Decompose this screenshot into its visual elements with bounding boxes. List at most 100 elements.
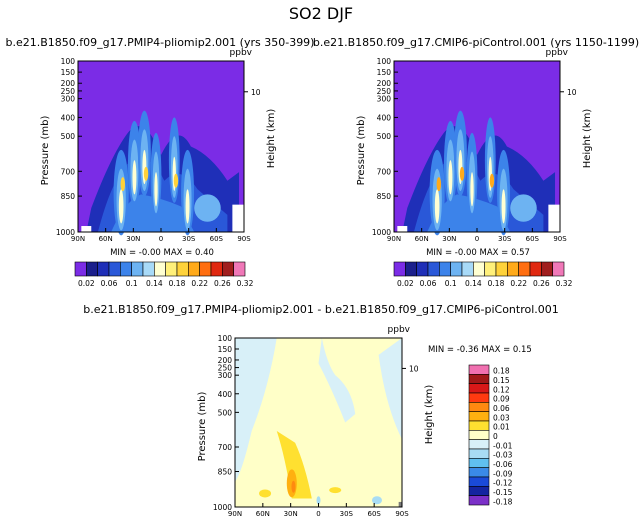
y-tick-label: 100: [61, 57, 76, 66]
ground-mask: [232, 204, 244, 232]
contour-region: [371, 496, 382, 505]
panel-title: b.e21.B1850.f09_g17.PMIP4-pliomip2.001 (…: [6, 36, 315, 49]
colorbar-label: 0.32: [237, 279, 254, 288]
x-tick-label: 60S: [210, 235, 224, 243]
x-tick-label: 90S: [553, 235, 567, 243]
x-tick-label: 0: [159, 235, 163, 243]
colorbar-swatch: [529, 261, 542, 277]
x-tick-label: 30N: [126, 235, 140, 243]
colorbar-swatch: [541, 261, 553, 277]
colorbar-swatch: [142, 261, 155, 277]
colorbar-label: 0.02: [78, 279, 95, 288]
y-tick-label: 300: [218, 371, 233, 380]
colorbar-swatch: [468, 383, 490, 394]
x-tick-label: 30N: [284, 510, 298, 518]
colorbar-label: 0.1: [445, 279, 457, 288]
right-tick-label: 10: [409, 364, 419, 373]
colorbar-swatch: [210, 261, 223, 277]
y-tick-label: 250: [377, 87, 392, 96]
colorbar-swatch: [468, 420, 490, 431]
colorbar-swatch: [468, 402, 490, 412]
y-tick-label: 150: [218, 345, 233, 354]
colorbar-swatch: [97, 261, 110, 277]
contour-region: [154, 172, 158, 207]
y-tick-label: 400: [218, 390, 233, 399]
colorbar-label: 0.22: [191, 279, 208, 288]
colorbar-swatch: [468, 364, 490, 375]
contour-region: [501, 189, 506, 224]
y-axis-label: Pressure (mb): [356, 116, 367, 186]
y-tick-label: 200: [218, 356, 233, 365]
colorbar-swatch: [461, 261, 474, 277]
units-label: ppbv: [388, 325, 411, 335]
colorbar-swatch: [233, 261, 246, 277]
contour-region: [318, 338, 356, 423]
colorbar-swatch: [468, 476, 490, 487]
contour-region: [111, 194, 195, 232]
colorbar-label: -0.01: [493, 441, 513, 450]
colorbar-label: -0.09: [493, 469, 513, 478]
colorbar-label: 0.06: [101, 279, 118, 288]
x-tick-label: 90S: [395, 510, 409, 518]
y-tick-label: 150: [377, 68, 392, 77]
contour-region: [173, 173, 179, 188]
x-tick-label: 0: [475, 235, 479, 243]
contour-region: [118, 189, 124, 224]
y-tick-label: 850: [377, 192, 392, 201]
colorbar-label: 0.02: [397, 279, 414, 288]
colorbar-swatch: [468, 411, 490, 422]
x-tick-label: 60S: [526, 235, 540, 243]
contour-region: [448, 160, 453, 195]
colorbar-label: 0.01: [493, 423, 510, 432]
y-tick-label: 1000: [56, 228, 75, 237]
y-tick-label: 1000: [213, 503, 232, 512]
contour-region: [276, 430, 312, 499]
ground-mask: [397, 226, 408, 232]
y-tick-label: 500: [377, 132, 392, 141]
y-axis-label-right: Height (km): [582, 109, 593, 169]
colorbar-label: 0.18: [493, 367, 510, 376]
colorbar: 0.02 0.06 0.1 0.14 0.18 0.22 0.26 0.32: [74, 261, 254, 288]
colorbar-swatch: [450, 261, 463, 277]
colorbar-label: -0.06: [493, 460, 513, 469]
y-tick-label: 100: [218, 334, 233, 343]
colorbar-label: 0.03: [493, 413, 510, 422]
y-tick-label: 200: [61, 79, 76, 88]
contour-region: [434, 189, 440, 224]
colorbar-swatch: [108, 261, 121, 277]
colorbar-swatch: [507, 261, 519, 277]
contour-region: [510, 194, 537, 222]
colorbar-label: 0.1: [126, 279, 138, 288]
colorbar-label: 0.15: [493, 376, 510, 385]
right-tick-label: 10: [251, 88, 261, 97]
colorbar-swatch: [468, 439, 490, 450]
colorbar-swatch: [468, 458, 490, 468]
colorbar-swatch: [439, 261, 451, 277]
chart-panel-2: b.e21.B1850.f09_g17.CMIP6-piControl.001 …: [313, 36, 639, 288]
contour-region: [143, 166, 149, 181]
contour-region: [286, 469, 297, 498]
colorbar-swatch: [199, 261, 212, 277]
y-tick-label: 100: [377, 57, 392, 66]
colorbar-swatch: [468, 486, 490, 496]
colorbar-swatch: [176, 261, 189, 277]
colorbar-label: 0.09: [493, 395, 510, 404]
colorbar-swatch: [154, 261, 166, 277]
colorbar-label: 0.32: [556, 279, 573, 288]
x-tick-label: 30S: [340, 510, 354, 518]
colorbar-label: 0.26: [533, 279, 550, 288]
colorbar-swatch: [468, 430, 490, 440]
colorbar-swatch: [518, 261, 531, 277]
y-tick-label: 200: [377, 79, 392, 88]
contour-region: [470, 172, 474, 207]
colorbar-swatch: [468, 448, 490, 459]
x-tick-label: 30N: [442, 235, 456, 243]
ground-mask: [548, 204, 560, 232]
colorbar-label: 0.06: [420, 279, 437, 288]
x-tick-label: 60N: [415, 235, 429, 243]
colorbar: 0.02 0.06 0.1 0.14 0.18 0.22 0.26 0.32: [393, 261, 573, 288]
colorbar-swatch: [405, 261, 417, 277]
contour-region: [235, 338, 277, 482]
colorbar-swatch: [120, 261, 132, 277]
